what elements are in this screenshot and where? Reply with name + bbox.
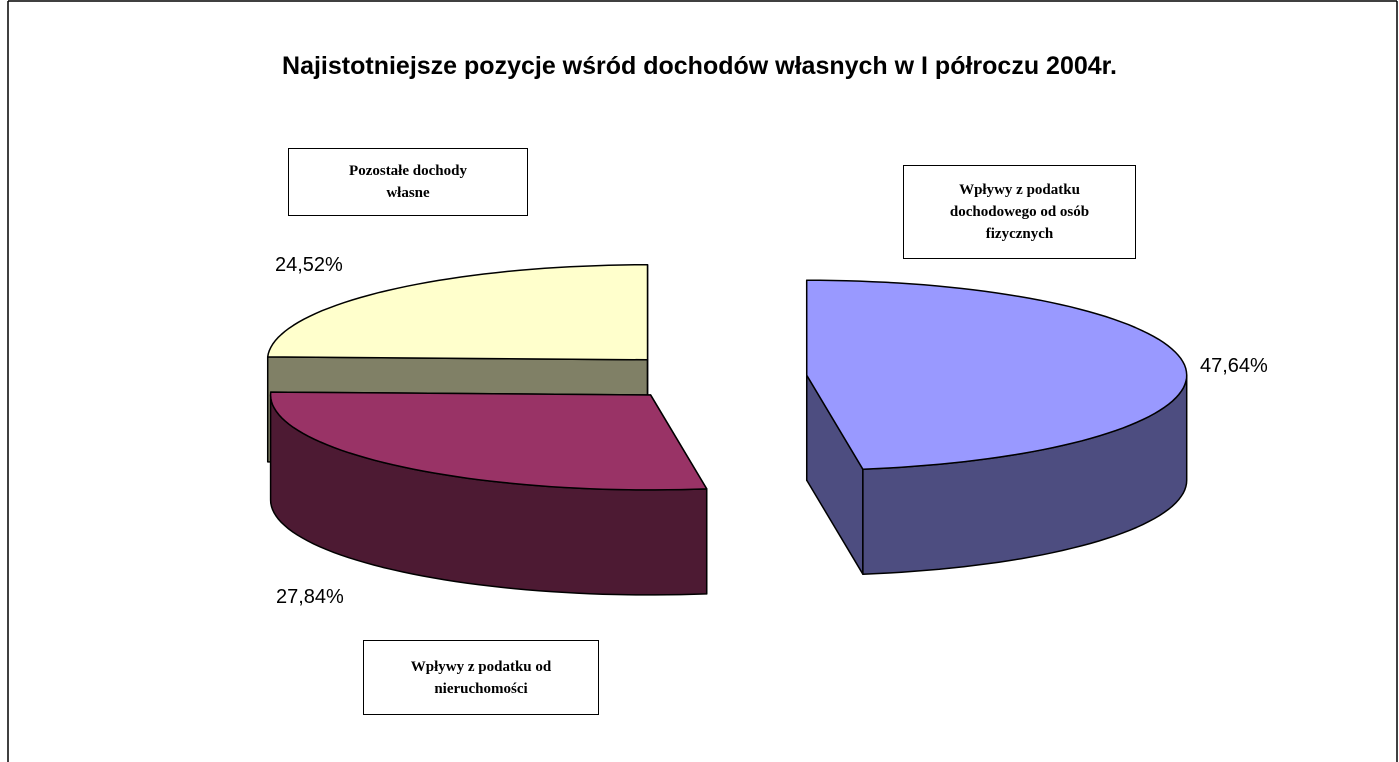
category-label: Pozostałe dochody własne (288, 148, 528, 216)
value-label: 47,64% (1200, 355, 1268, 377)
category-label-text: Wpływy z podatku dochodowego od osób fiz… (949, 182, 1090, 242)
chart-title: Najistotniejsze pozycje wśród dochodów w… (282, 52, 1117, 80)
category-label: Wpływy z podatku od nieruchomości (363, 640, 599, 715)
slice-top (266, 264, 649, 361)
category-label-text: Wpływy z podatku od nieruchomości (410, 658, 552, 697)
category-label: Wpływy z podatku dochodowego od osób fiz… (903, 165, 1136, 259)
slice-top (269, 391, 708, 491)
value-label: 27,84% (276, 586, 344, 608)
slice (269, 391, 708, 596)
value-label: 24,52% (275, 254, 343, 276)
category-label-text: Pozostałe dochody własne (349, 163, 467, 201)
slice (805, 279, 1188, 575)
slice-top (805, 279, 1188, 470)
